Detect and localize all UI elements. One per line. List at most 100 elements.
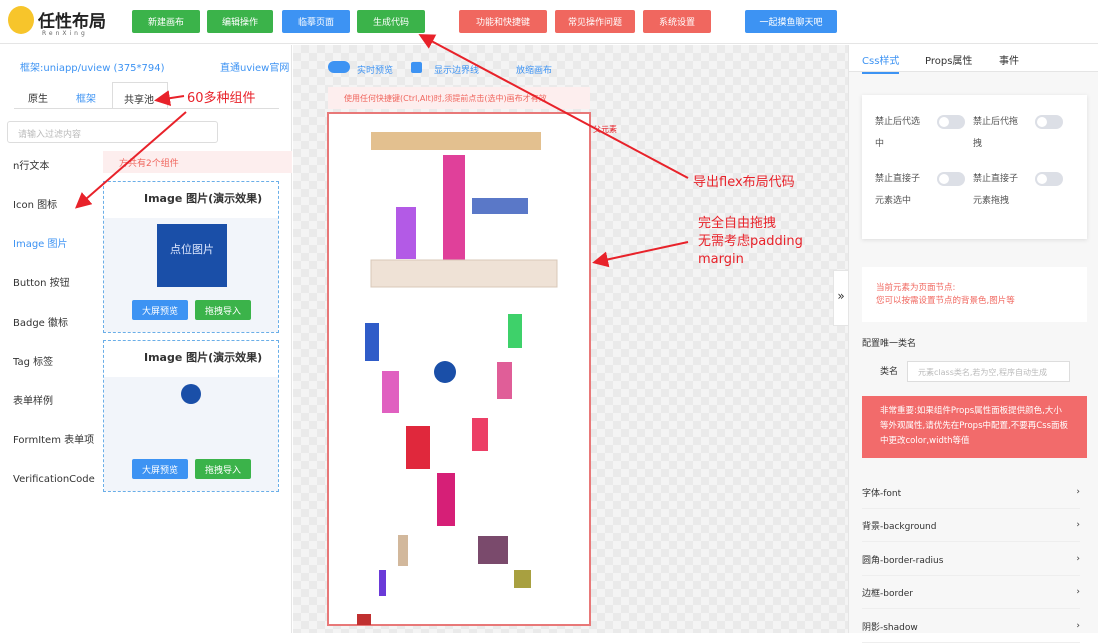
button[interactable]: 临摹页面	[282, 10, 350, 33]
text: 边框-border	[862, 588, 913, 599]
accordion[interactable]: 边框-border ›	[862, 576, 1080, 609]
element	[382, 371, 399, 413]
card-image: 点位图片	[157, 224, 227, 287]
switch[interactable]	[937, 172, 965, 186]
item[interactable]: Tag 标签	[13, 357, 54, 368]
text: 元素选中	[875, 196, 912, 206]
accordion[interactable]: 背景-background ›	[862, 509, 1080, 542]
card-title: Image 图片(演示效果)	[144, 192, 263, 205]
switch-label: 禁止后代拖拽	[973, 111, 1033, 155]
switch[interactable]	[937, 115, 965, 129]
switch[interactable]	[1035, 115, 1063, 129]
accordion[interactable]: 字体-font ›	[862, 476, 1080, 509]
class-input[interactable]: 元素class类名,若为空,程序自动生成	[907, 361, 1070, 382]
annotation: 60多种组件	[187, 91, 256, 106]
warning: 非常重要:如果组件Props属性面板提供颜色,大小等外观属性,请优先在Props…	[862, 396, 1087, 458]
card-image	[181, 384, 201, 404]
element	[472, 198, 528, 214]
item[interactable]: VerificationCode 倒	[13, 474, 97, 485]
item[interactable]: Badge 徽标	[13, 318, 69, 329]
text: 禁止直接子	[875, 174, 921, 184]
logo-sub: RenXing	[42, 30, 88, 37]
element	[508, 314, 522, 348]
button[interactable]: 功能和快捷键	[459, 10, 547, 33]
element	[437, 473, 455, 526]
toggle[interactable]	[328, 61, 350, 73]
button[interactable]: 生成代码	[357, 10, 425, 33]
arrow	[592, 241, 689, 268]
button[interactable]: 系统设置	[643, 10, 711, 33]
toolbar-text: 实时预览	[357, 66, 394, 76]
switch-label: 禁止直接子 元素拖拽	[973, 168, 1033, 212]
item[interactable]: 表单样例	[13, 396, 53, 407]
switch-label: 禁止后代选中	[875, 111, 935, 155]
text: 阴影-shadow	[862, 622, 918, 633]
left-panel	[0, 45, 292, 633]
text: 中	[875, 139, 885, 149]
element	[514, 570, 531, 588]
element	[398, 535, 408, 566]
framework: 框架:uniapp/uview (375*794)	[20, 63, 165, 74]
text: 禁止后代选	[875, 117, 921, 127]
element	[396, 207, 416, 259]
search[interactable]: 请输入过滤内容	[7, 121, 218, 143]
tab[interactable]: 框架	[76, 94, 96, 105]
button[interactable]: 拖拽导入	[195, 459, 251, 479]
button[interactable]: 大屏预览	[132, 459, 188, 479]
text: margin	[698, 252, 744, 267]
annotation: 导出flex布局代码	[693, 175, 795, 190]
item[interactable]: Icon 图标	[13, 200, 58, 211]
element	[379, 570, 386, 596]
arrow	[74, 111, 187, 209]
parent-label: 父元素	[593, 125, 617, 134]
element	[365, 323, 379, 361]
label: 类名	[880, 367, 899, 377]
link[interactable]: 直通uview官网	[220, 63, 290, 74]
element	[357, 614, 371, 625]
arrow	[418, 34, 689, 179]
tab[interactable]: Props属性	[925, 56, 973, 67]
tab[interactable]: 事件	[999, 56, 1019, 67]
logo-icon	[8, 6, 34, 34]
accordion[interactable]: 圆角-border-radius ›	[862, 543, 1080, 576]
text: 禁止直接子	[973, 174, 1019, 184]
text: 无需考虑padding	[698, 234, 803, 249]
text: 背景-background	[862, 521, 937, 532]
button[interactable]: 拖拽导入	[195, 300, 251, 320]
element	[478, 536, 508, 564]
toolbar-text: 放缩画布	[516, 66, 553, 76]
text: 您可以按需设置节点的背景色,图片等	[876, 296, 1015, 306]
count-bar: 方共有2个组件	[103, 151, 292, 173]
item[interactable]: Image 图片	[13, 239, 68, 250]
element	[370, 259, 558, 288]
button[interactable]: 常见操作问题	[555, 10, 635, 33]
button[interactable]: 编辑操作	[207, 10, 273, 33]
arrow	[154, 90, 185, 107]
text: 禁止后代拖	[973, 117, 1019, 127]
tab[interactable]: Css样式	[862, 52, 900, 74]
switch-label: 禁止直接子 元素选中	[875, 168, 935, 212]
text: 当前元素为页面节点:	[876, 283, 956, 293]
text: 圆角-border-radius	[862, 555, 944, 566]
tab[interactable]: 原生	[28, 94, 48, 105]
item[interactable]: Button 按钮	[13, 278, 70, 289]
text: 字体-font	[862, 488, 902, 499]
checkbox[interactable]	[411, 62, 422, 73]
section: 配置唯一类名	[862, 339, 917, 349]
text: 拽	[973, 139, 983, 149]
item[interactable]: FormItem 表单项	[13, 435, 95, 446]
button[interactable]: 一起摸鱼聊天吧	[745, 10, 837, 33]
logo: 任性布局	[38, 12, 106, 32]
switch[interactable]	[1035, 172, 1063, 186]
button[interactable]: 新建画布	[132, 10, 200, 33]
card: Image 图片(演示效果) 点位图片 大屏预览 拖拽导入	[103, 181, 279, 333]
notice: 使用任何快捷键(Ctrl,Alt)时,须提前点击(选中)画布才有效	[328, 87, 590, 109]
expand[interactable]: »	[833, 270, 849, 326]
element	[371, 132, 541, 150]
element	[434, 361, 456, 383]
item[interactable]: n行文本	[13, 161, 50, 172]
button[interactable]: 大屏预览	[132, 300, 188, 320]
card-title: Image 图片(演示效果)	[144, 351, 263, 364]
